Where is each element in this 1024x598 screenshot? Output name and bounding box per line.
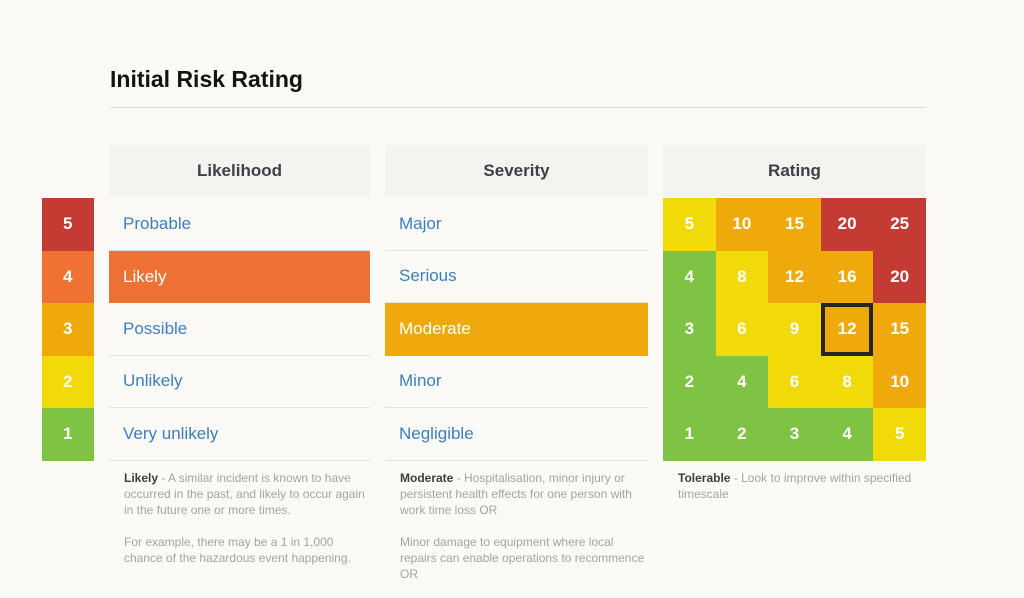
rating-cell-r2-c3: 12 <box>768 250 821 303</box>
severity-note: Moderate - Hospitalisation, minor injury… <box>400 470 652 598</box>
rating-note-lead: Tolerable <box>678 471 731 485</box>
rating-cell-r1-c5: 25 <box>873 198 926 251</box>
rating-note-p1: Tolerable - Look to improve within speci… <box>678 470 928 502</box>
severity-option-moderate[interactable]: Moderate <box>385 303 648 356</box>
likelihood-note-body: - A similar incident is known to have oc… <box>124 471 365 517</box>
rating-cell-r3-c1: 3 <box>663 303 716 356</box>
rating-cell-r1-c2: 10 <box>715 198 769 251</box>
rating-cell-r5-c2: 2 <box>715 408 769 461</box>
severity-note-lead: Moderate <box>400 471 454 485</box>
rating-cell-r2-c2: 8 <box>715 250 769 303</box>
severity-list: Major Serious Moderate Minor Negligible <box>385 198 648 461</box>
rating-cell-r5-c3: 3 <box>768 408 821 461</box>
rating-cell-r3-c4-selected: 12 <box>820 303 874 356</box>
likelihood-option-very-unlikely[interactable]: Very unlikely <box>109 408 370 461</box>
likelihood-option-possible[interactable]: Possible <box>109 303 370 356</box>
severity-option-minor[interactable]: Minor <box>385 356 648 408</box>
rating-cell-r1-c4: 20 <box>820 198 874 251</box>
rating-cell-r4-c3: 6 <box>768 355 821 408</box>
rating-cell-r3-c2: 6 <box>715 303 769 356</box>
severity-note-p2: Minor damage to equipment where local re… <box>400 535 645 581</box>
rating-cell-r3-c3: 9 <box>768 303 821 356</box>
likelihood-scale-cell-4: 4 <box>42 250 94 303</box>
rating-cell-r1-c3: 15 <box>768 198 821 251</box>
severity-option-negligible[interactable]: Negligible <box>385 408 648 461</box>
column-header-likelihood: Likelihood <box>109 145 370 197</box>
rating-cell-r2-c4: 16 <box>820 250 874 303</box>
likelihood-note-p2: For example, there may be a 1 in 1,000 c… <box>124 535 351 565</box>
severity-note-p1: Moderate - Hospitalisation, minor injury… <box>400 470 652 518</box>
likelihood-note-p1: Likely - A similar incident is known to … <box>124 470 374 518</box>
rating-cell-r5-c5: 5 <box>873 408 926 461</box>
likelihood-list: Probable Likely Possible Unlikely Very unlik… <box>109 198 370 461</box>
likelihood-note-lead: Likely <box>124 471 159 485</box>
rating-cell-r4-c2: 4 <box>715 355 769 408</box>
column-header-rating: Rating <box>663 145 926 197</box>
rating-cell-r2-c5: 20 <box>873 250 926 303</box>
rating-note-body: - Look to improve within specified times… <box>678 471 912 501</box>
rating-cell-r5-c1: 1 <box>663 408 716 461</box>
likelihood-option-likely[interactable]: Likely <box>109 250 370 303</box>
likelihood-scale-cell-5: 5 <box>42 198 94 251</box>
rating-cell-r3-c5: 15 <box>873 303 926 356</box>
title-divider <box>110 107 926 108</box>
rating-cell-r1-c1: 5 <box>663 198 716 251</box>
rating-note: Tolerable - Look to improve within speci… <box>678 470 928 518</box>
likelihood-option-unlikely[interactable]: Unlikely <box>109 356 370 408</box>
likelihood-option-probable[interactable]: Probable <box>109 198 370 251</box>
rating-cell-r4-c5: 10 <box>873 355 926 408</box>
page-title: Initial Risk Rating <box>110 66 303 92</box>
rating-matrix: 5 10 15 20 25 4 8 12 16 20 3 6 9 12 15 2 4 6 8 10 1 2 3 4 5 <box>663 198 926 461</box>
rating-cell-r2-c1: 4 <box>663 250 716 303</box>
severity-option-serious[interactable]: Serious <box>385 251 648 303</box>
column-header-severity: Severity <box>385 145 648 197</box>
likelihood-scale-cell-1: 1 <box>42 408 94 461</box>
severity-note-body: - Hospitalisation, minor injury or persi… <box>400 471 632 517</box>
likelihood-note: Likely - A similar incident is known to … <box>124 470 374 582</box>
rating-cell-r4-c1: 2 <box>663 355 716 408</box>
rating-cell-r4-c4: 8 <box>820 355 874 408</box>
severity-option-major[interactable]: Major <box>385 198 648 251</box>
rating-cell-r5-c4: 4 <box>820 408 874 461</box>
likelihood-scale-cell-3: 3 <box>42 303 94 356</box>
likelihood-scale-cell-2: 2 <box>42 355 94 408</box>
